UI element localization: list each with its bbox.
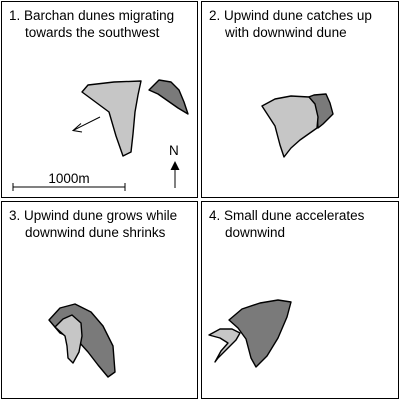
panel-2-number: 2. bbox=[209, 8, 221, 23]
panel-2-caption-line-2: with downwind dune bbox=[225, 25, 347, 40]
north-arrow-icon bbox=[170, 161, 180, 188]
scale-label: 1000m bbox=[48, 171, 89, 186]
panel-1-number: 1. bbox=[9, 8, 21, 23]
upwind-dune bbox=[261, 95, 319, 158]
panel-1-caption-line-2: towards the southwest bbox=[25, 25, 160, 40]
upwind-dune bbox=[228, 299, 292, 368]
upwind-dune bbox=[54, 314, 83, 364]
panel-3-caption-line-1: Upwind dune grows while bbox=[24, 208, 178, 223]
downwind-dune bbox=[208, 328, 241, 363]
scale-bar bbox=[12, 183, 126, 191]
panel-1-caption-line-1: Barchan dunes migrating bbox=[24, 8, 175, 23]
upwind-dune bbox=[81, 80, 142, 157]
panel-2-caption: 2. Upwind dune catches up with downwind … bbox=[209, 7, 394, 41]
panel-3-number: 3. bbox=[9, 208, 21, 223]
panel-4: 4. Small dune accelerates downwind bbox=[201, 201, 399, 399]
north-label: N bbox=[169, 143, 179, 158]
panel-4-caption-line-2: downwind bbox=[225, 225, 286, 240]
panel-2-scene bbox=[261, 93, 334, 158]
downwind-dune bbox=[48, 303, 116, 378]
panel-4-scene bbox=[208, 299, 292, 368]
arrow-southwest-icon bbox=[71, 116, 101, 133]
panel-1: 1. Barchan dunes migrating towards the s… bbox=[1, 1, 198, 198]
panel-3: 3. Upwind dune grows while downwind dune… bbox=[1, 201, 198, 399]
panel-4-number: 4. bbox=[209, 208, 221, 223]
panel-2-caption-line-1: Upwind dune catches up bbox=[224, 8, 372, 23]
downwind-dune bbox=[148, 79, 189, 115]
panel-1-scene: N 1000m bbox=[12, 79, 189, 191]
panel-3-caption: 3. Upwind dune grows while downwind dune… bbox=[9, 207, 194, 241]
panel-2: 2. Upwind dune catches up with downwind … bbox=[201, 1, 399, 198]
panel-3-scene bbox=[48, 303, 116, 378]
panel-3-caption-line-2: downwind dune shrinks bbox=[25, 225, 166, 240]
panel-1-caption: 1. Barchan dunes migrating towards the s… bbox=[9, 7, 194, 41]
panel-4-caption: 4. Small dune accelerates downwind bbox=[209, 207, 394, 241]
panel-4-caption-line-1: Small dune accelerates bbox=[224, 208, 365, 223]
